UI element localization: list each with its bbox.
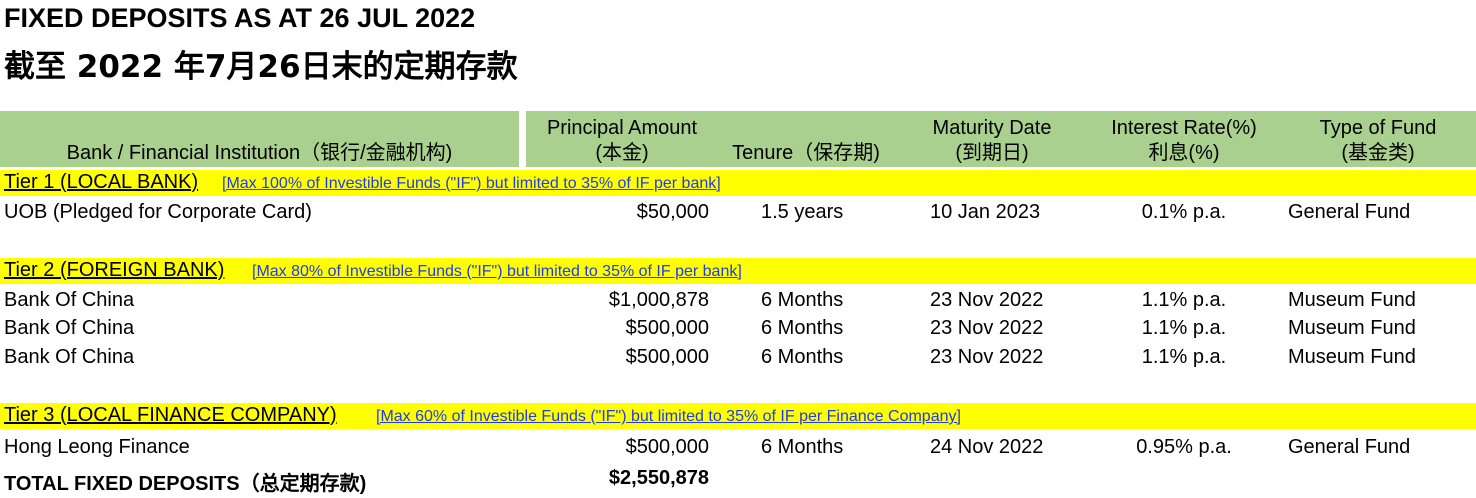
cell-bank: UOB (Pledged for Corporate Card) [4,201,312,223]
cell-rate: 0.1% p.a. [1141,201,1227,223]
cell-fund: General Fund [1288,436,1411,458]
cell-maturity: 23 Nov 2022 [930,346,1044,368]
header-rate-sublabel: 利息(%) [1148,142,1220,164]
cell-amount: $50,000 [636,201,709,223]
cell-tenure: 6 Months [761,436,844,458]
cell-maturity: 23 Nov 2022 [930,317,1044,339]
header-rate-label: Interest Rate(%) [1111,117,1257,139]
cell-tenure: 6 Months [761,289,844,311]
table-row: Hong Leong Finance $500,000 6 Months 24 … [0,436,1476,464]
cell-bank: Bank Of China [4,346,135,368]
page-title: FIXED DEPOSITS AS AT 26 JUL 2022 [4,3,476,33]
tier-3-note-link[interactable]: [Max 60% of Investible Funds ("IF") but … [376,408,961,425]
tier-1-name: Tier 1 (LOCAL BANK) [4,171,199,193]
cell-amount: $1,000,878 [608,289,709,311]
table-row: UOB (Pledged for Corporate Card) $50,000… [0,201,1476,229]
header-maturity: Maturity Date (到期日) [910,116,1074,166]
tier-3-name: Tier 3 (LOCAL FINANCE COMPANY) [4,404,337,426]
header-principal-label: Principal Amount [546,117,698,139]
tier-2-header: Tier 2 (FOREIGN BANK) [Max 80% of Invest… [0,258,1476,284]
header-maturity-sublabel: (到期日) [955,142,1029,164]
cell-fund: Museum Fund [1288,289,1416,311]
cell-maturity: 10 Jan 2023 [930,201,1041,223]
cell-amount: $500,000 [625,346,709,368]
table-row: Bank Of China $500,000 6 Months 23 Nov 2… [0,317,1476,345]
cell-tenure: 6 Months [761,346,844,368]
cell-fund: General Fund [1288,201,1411,223]
header-principal-sublabel: (本金) [595,142,649,164]
tier-1-note-link[interactable]: [Max 100% of Investible Funds ("IF") but… [222,175,721,192]
total-label: TOTAL FIXED DEPOSITS（总定期存款) [4,473,367,495]
cell-bank: Bank Of China [4,317,135,339]
cell-rate: 1.1% p.a. [1141,346,1227,368]
cell-rate: 1.1% p.a. [1141,317,1227,339]
header-tenure-label: Tenure（保存期) [732,142,880,164]
header-bank-column: Bank / Financial Institution（银行/金融机构) [0,111,519,167]
header-maturity-label: Maturity Date [932,117,1052,139]
cell-tenure: 6 Months [761,317,844,339]
cell-amount: $500,000 [625,436,709,458]
cell-fund: Museum Fund [1288,346,1416,368]
header-tenure: Tenure（保存期) [722,141,890,166]
cell-amount: $500,000 [625,317,709,339]
header-principal: Principal Amount (本金) [526,116,718,166]
tier-1-header: Tier 1 (LOCAL BANK) [Max 100% of Investi… [0,170,1476,196]
cell-rate: 0.95% p.a. [1136,436,1232,458]
total-amount: $2,550,878 [608,467,709,489]
cell-bank: Bank Of China [4,289,135,311]
header-bank-label: Bank / Financial Institution（银行/金融机构) [66,142,453,164]
header-fund-label: Type of Fund [1319,117,1437,139]
cell-tenure: 1.5 years [761,201,844,223]
total-row: TOTAL FIXED DEPOSITS（总定期存款) $2,550,878 [0,467,1476,495]
cell-bank: Hong Leong Finance [4,436,190,458]
table-row: Bank Of China $500,000 6 Months 23 Nov 2… [0,346,1476,374]
table-row: Bank Of China $1,000,878 6 Months 23 Nov… [0,289,1476,317]
cell-rate: 1.1% p.a. [1141,289,1227,311]
header-data-columns: Principal Amount (本金) Tenure（保存期) Maturi… [526,111,1476,167]
cell-fund: Museum Fund [1288,317,1416,339]
tier-3-header: Tier 3 (LOCAL FINANCE COMPANY) [Max 60% … [0,403,1476,429]
header-rate: Interest Rate(%) 利息(%) [1094,116,1274,166]
header-fund-sublabel: (基金类) [1341,142,1415,164]
page-title-chinese: 截至 2022 年7月26日末的定期存款 [4,49,518,85]
tier-2-name: Tier 2 (FOREIGN BANK) [4,259,225,281]
header-fund: Type of Fund (基金类) [1296,116,1460,166]
cell-maturity: 24 Nov 2022 [930,436,1044,458]
tier-2-note-link[interactable]: [Max 80% of Investible Funds ("IF") but … [252,263,742,280]
cell-maturity: 23 Nov 2022 [930,289,1044,311]
